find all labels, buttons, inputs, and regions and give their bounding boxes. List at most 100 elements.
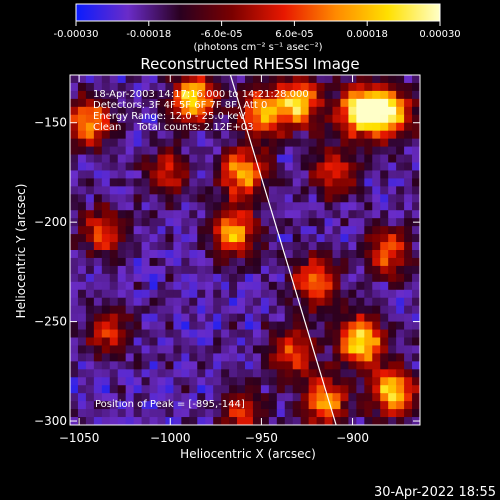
image-pixel [93,377,103,386]
image-pixel [388,202,397,211]
image-pixel [109,297,119,307]
image-pixel [125,138,135,147]
image-pixel [125,337,135,346]
image-pixel [396,369,405,378]
image-pixel [125,242,135,251]
image-pixel [245,337,254,346]
image-pixel [213,313,222,322]
image-pixel [308,377,317,386]
image-pixel [221,281,230,291]
image-pixel [396,401,405,410]
image-pixel [205,122,214,132]
image-pixel [300,337,310,346]
image-pixel [189,75,198,84]
image-pixel [70,273,79,283]
image-pixel [348,321,357,330]
image-pixel [141,281,150,291]
image-pixel [348,385,357,394]
image-pixel [268,234,278,243]
image-pixel [149,90,158,100]
image-pixel [149,75,158,84]
image-pixel [388,234,397,243]
image-pixel [181,210,190,219]
image-pixel [356,162,365,171]
image-pixel [197,106,206,116]
image-pixel [268,178,278,187]
image-pixel [316,170,325,179]
image-pixel [292,162,302,171]
image-pixel [101,321,111,330]
image-pixel [141,178,150,187]
image-pixel [292,377,302,386]
image-pixel [308,281,317,291]
image-pixel [181,361,190,370]
image-pixel [252,114,262,124]
image-pixel [141,106,150,116]
image-pixel [372,114,381,124]
image-pixel [260,250,270,259]
image-pixel [364,401,373,410]
image-pixel [85,194,95,203]
image-pixel [268,401,278,410]
image-pixel [292,345,302,354]
image-pixel [308,82,317,92]
image-pixel [260,385,270,394]
image-pixel [348,106,357,116]
image-pixel [221,194,230,203]
image-pixel [141,297,150,307]
image-pixel [260,242,270,251]
image-pixel [372,321,381,330]
image-pixel [109,353,119,362]
image-pixel [292,138,302,147]
image-pixel [125,297,135,307]
image-pixel [165,178,174,187]
image-pixel [324,162,333,171]
image-pixel [157,106,166,116]
image-pixel [70,242,79,251]
image-pixel [300,321,310,330]
image-pixel [396,82,405,92]
image-pixel [252,75,262,84]
image-pixel [117,210,127,219]
image-pixel [268,114,278,124]
image-pixel [316,138,325,147]
image-pixel [93,321,103,330]
image-pixel [197,178,206,187]
image-pixel [173,114,182,124]
image-pixel [260,178,270,187]
image-pixel [364,234,373,243]
image-pixel [85,90,95,100]
image-pixel [165,361,174,370]
image-pixel [356,178,365,187]
chart-title: Reconstructed RHESSI Image [140,55,359,73]
image-pixel [229,138,238,147]
image-pixel [396,353,405,362]
image-pixel [252,250,262,259]
image-pixel [412,281,420,291]
image-pixel [356,337,365,346]
image-pixel [101,250,111,259]
image-pixel [117,377,127,386]
image-pixel [133,250,142,259]
image-pixel [356,313,365,322]
image-pixel [165,321,174,330]
image-pixel [189,385,198,394]
image-pixel [70,138,79,147]
image-pixel [276,313,286,322]
image-pixel [70,186,79,195]
image-pixel [117,345,127,354]
image-pixel [221,393,230,402]
image-pixel [221,353,230,362]
image-pixel [77,393,87,402]
image-pixel [221,242,230,251]
image-pixel [93,218,103,227]
image-pixel [268,313,278,322]
image-pixel [117,194,127,203]
image-pixel [396,281,405,291]
image-pixel [404,202,413,211]
image-pixel [213,273,222,283]
y-tick-label: −300 [34,414,67,428]
image-pixel [157,218,166,227]
image-pixel [412,297,420,307]
image-pixel [93,289,103,299]
